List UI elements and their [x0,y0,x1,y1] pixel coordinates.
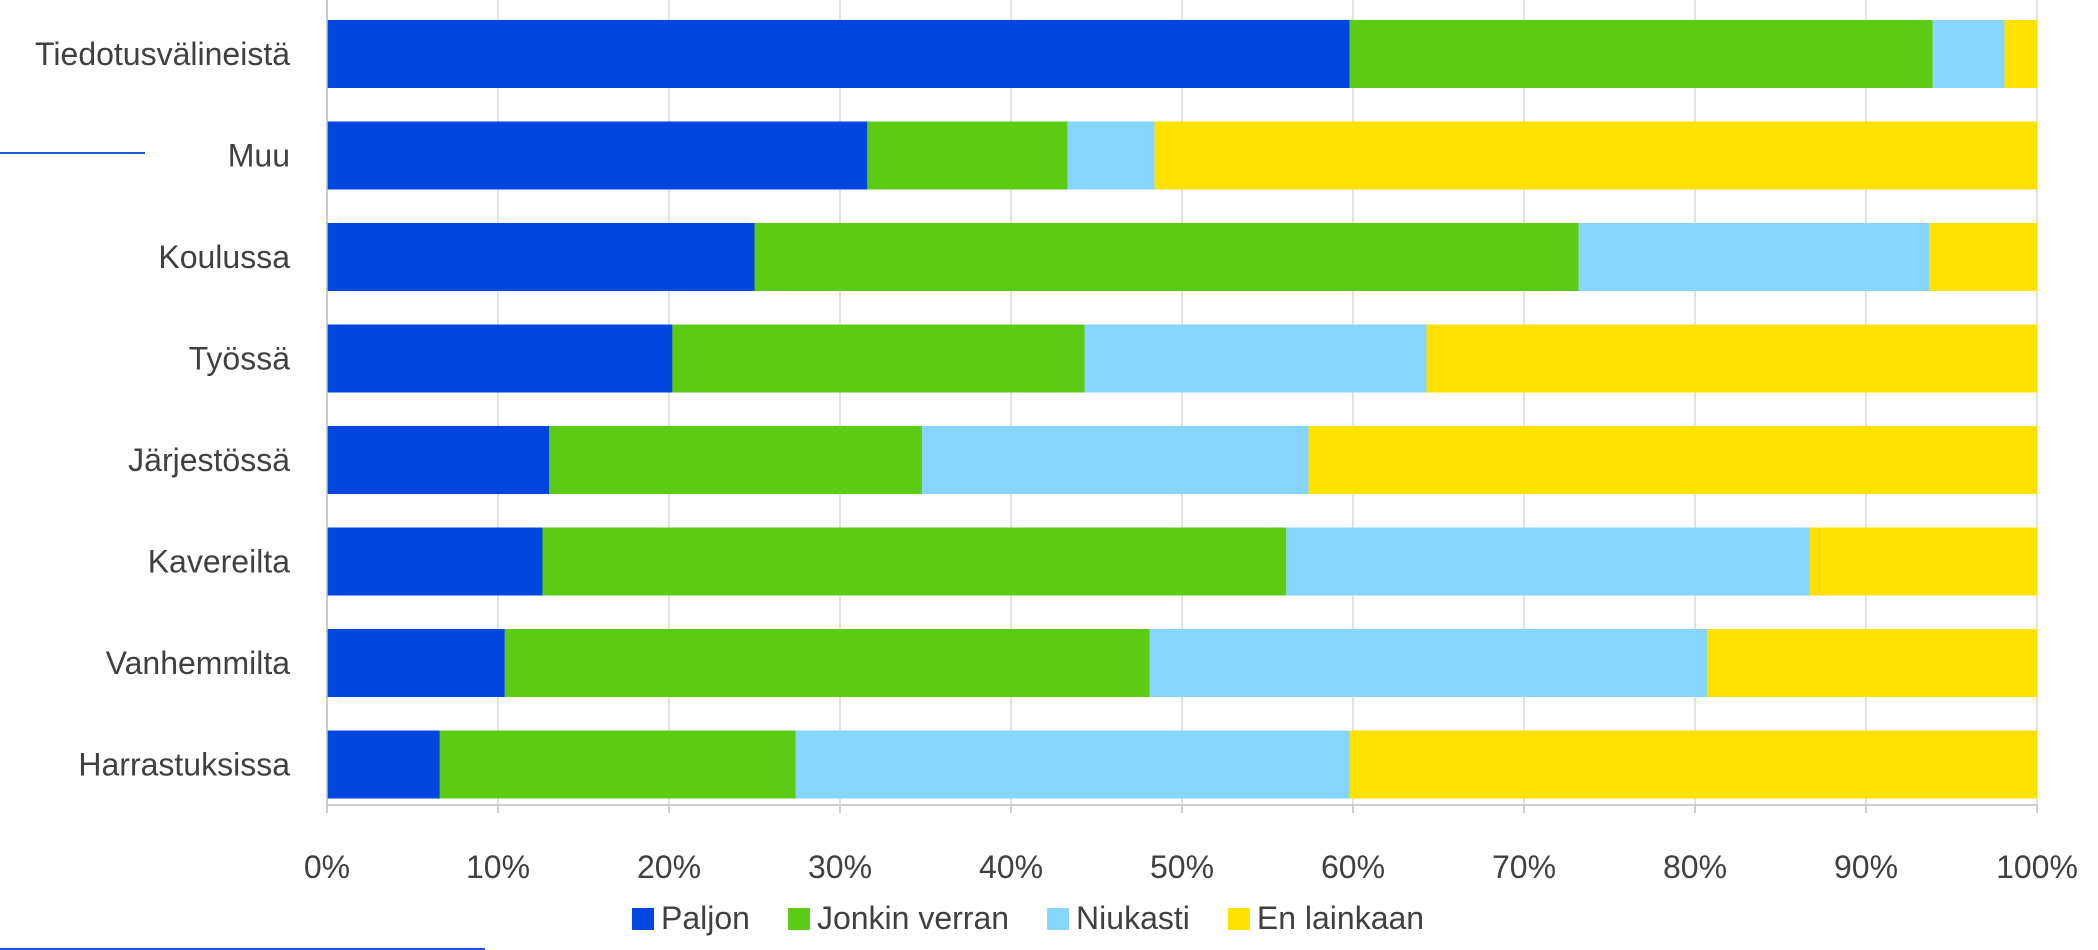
x-tick-label: 70% [1492,849,1556,885]
x-tick-labels: 0% 10% 20% 30% 40% 50% 60% 70% 80% 90% 100% [304,849,2078,885]
bar-segment [327,527,543,596]
bar-segment [327,426,550,494]
bar-segment [1308,426,2037,494]
bar-segment [1154,121,2037,190]
bar-segment [922,426,1309,494]
legend-label: En lainkaan [1257,900,1424,936]
legend-label: Paljon [661,900,750,936]
x-tick-label: 10% [466,849,530,885]
bar-segment [2004,20,2037,88]
category-label: Kavereilta [148,544,291,580]
bar-segment [1286,527,1810,596]
x-tick-label: 20% [637,849,701,885]
x-tick-label: 50% [1150,849,1214,885]
decorative-line-top [0,152,145,154]
bar-segment [1349,20,1933,88]
bar-segment [1349,730,2037,799]
legend-swatch [632,908,654,930]
x-axis [326,0,2038,813]
legend-label: Niukasti [1076,900,1190,936]
bar-segment [1706,629,2037,697]
x-tick-label: 80% [1663,849,1727,885]
category-label: Muu [228,138,290,174]
bar-segment [439,730,796,799]
category-label: Järjestössä [128,442,290,478]
bar-segment [1809,527,2037,596]
bars [327,20,2037,799]
bar-segment [1084,324,1427,393]
category-label: Vanhemmilta [106,645,291,681]
bar-segment [327,223,755,291]
bar-segment [327,730,440,799]
bar-segment [1426,324,2037,393]
x-tick-label: 90% [1834,849,1898,885]
bar-segment [549,426,923,494]
category-label: Harrastuksissa [78,747,290,783]
bar-segment [1929,223,2037,291]
bar-segment [795,730,1350,799]
bar-segment [542,527,1287,596]
x-tick-label: 100% [1996,849,2078,885]
bar-segment [327,629,505,697]
decorative-line-bottom [0,948,485,950]
bar-segment [327,324,673,393]
legend-swatch [787,908,810,930]
legend-label: Jonkin verran [817,900,1009,936]
bar-segment [754,223,1579,291]
bar-segment [327,121,868,190]
bar-segment [1067,121,1155,190]
x-tick-label: 40% [979,849,1043,885]
bar-segment [1932,20,2005,88]
bar-segment [327,20,1350,88]
category-label: Koulussa [158,239,290,275]
bar-segment [504,629,1150,697]
x-tick-label: 0% [304,849,350,885]
bar-segment [1149,629,1707,697]
category-label: Työssä [189,341,291,377]
category-labels: Tiedotusvälineistä Muu Koulussa Työssä Järje… [35,36,290,783]
legend: Paljon Jonkin verran Niukasti En lainkaan [632,900,1424,936]
legend-swatch [1047,908,1070,930]
x-tick-label: 30% [808,849,872,885]
bar-segment [672,324,1085,393]
x-tick-label: 60% [1321,849,1385,885]
bar-segment [1578,223,1930,291]
bar-segment [867,121,1068,190]
legend-swatch [1227,908,1250,930]
category-label: Tiedotusvälineistä [35,36,290,72]
